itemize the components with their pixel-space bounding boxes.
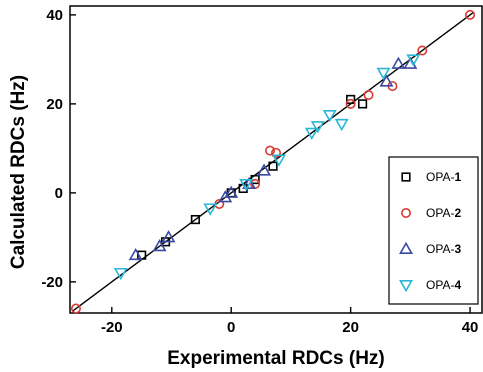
- x-axis-title: Experimental RDCs (Hz): [167, 348, 385, 369]
- legend-label: OPA-3: [426, 242, 461, 256]
- plot-area: [69, 5, 483, 314]
- data-point: [224, 185, 239, 198]
- legend: OPA-1 OPA-2 OPA-3 OPA-4: [388, 156, 479, 305]
- x-tick-label: 40: [462, 319, 479, 336]
- data-point: [345, 98, 356, 109]
- data-point: [242, 176, 257, 189]
- plot-frame: [69, 5, 483, 314]
- data-point: [363, 89, 374, 100]
- legend-item: OPA-2: [400, 206, 461, 220]
- y-tick-label: -20: [41, 274, 63, 291]
- legend-item: OPA-1: [401, 170, 461, 184]
- data-point: [128, 247, 143, 261]
- data-point: [379, 74, 394, 87]
- legend-marker: [400, 208, 411, 219]
- data-point: [268, 161, 278, 171]
- x-tick-label: -20: [101, 319, 123, 336]
- legend-item: OPA-3: [399, 241, 461, 256]
- data-point: [257, 163, 272, 176]
- data-point: [304, 127, 319, 141]
- data-point: [152, 239, 167, 252]
- y-tick-label: 40: [46, 7, 63, 24]
- data-point: [346, 94, 356, 105]
- data-point: [417, 45, 428, 56]
- legend-marker: [399, 241, 413, 254]
- data-points-layer: [70, 9, 476, 314]
- data-point: [113, 267, 128, 281]
- y-tick-label: 0: [55, 185, 63, 202]
- legend-item: OPA-4: [399, 278, 461, 293]
- data-point: [161, 230, 176, 243]
- legend-marker: [399, 279, 413, 293]
- axes-layer: -20 0 20 40 -20 0 20 40: [41, 7, 478, 336]
- legend-label: OPA-2: [426, 206, 461, 220]
- data-point: [406, 54, 421, 67]
- data-point: [465, 9, 476, 20]
- data-point: [357, 99, 368, 109]
- y-tick-label: 20: [46, 96, 63, 113]
- data-point: [310, 121, 325, 134]
- x-tick-label: 0: [227, 319, 235, 336]
- data-point: [270, 147, 281, 158]
- data-point: [70, 303, 81, 314]
- legend-label: OPA-4: [426, 278, 461, 292]
- data-point: [322, 110, 337, 123]
- series-opa-3: [128, 56, 418, 261]
- legend-label: OPA-1: [426, 170, 461, 184]
- data-point: [272, 154, 286, 167]
- legend-marker: [401, 172, 411, 182]
- x-tick-label: 20: [342, 319, 359, 336]
- y-axis-title: Calculated RDCs (Hz): [8, 75, 29, 269]
- data-point: [203, 203, 218, 216]
- data-point: [376, 67, 391, 80]
- data-point: [334, 118, 349, 132]
- series-opa-4: [113, 54, 421, 281]
- data-point: [239, 178, 254, 192]
- data-point: [190, 214, 200, 225]
- data-point: [391, 56, 406, 69]
- data-point: [265, 145, 276, 156]
